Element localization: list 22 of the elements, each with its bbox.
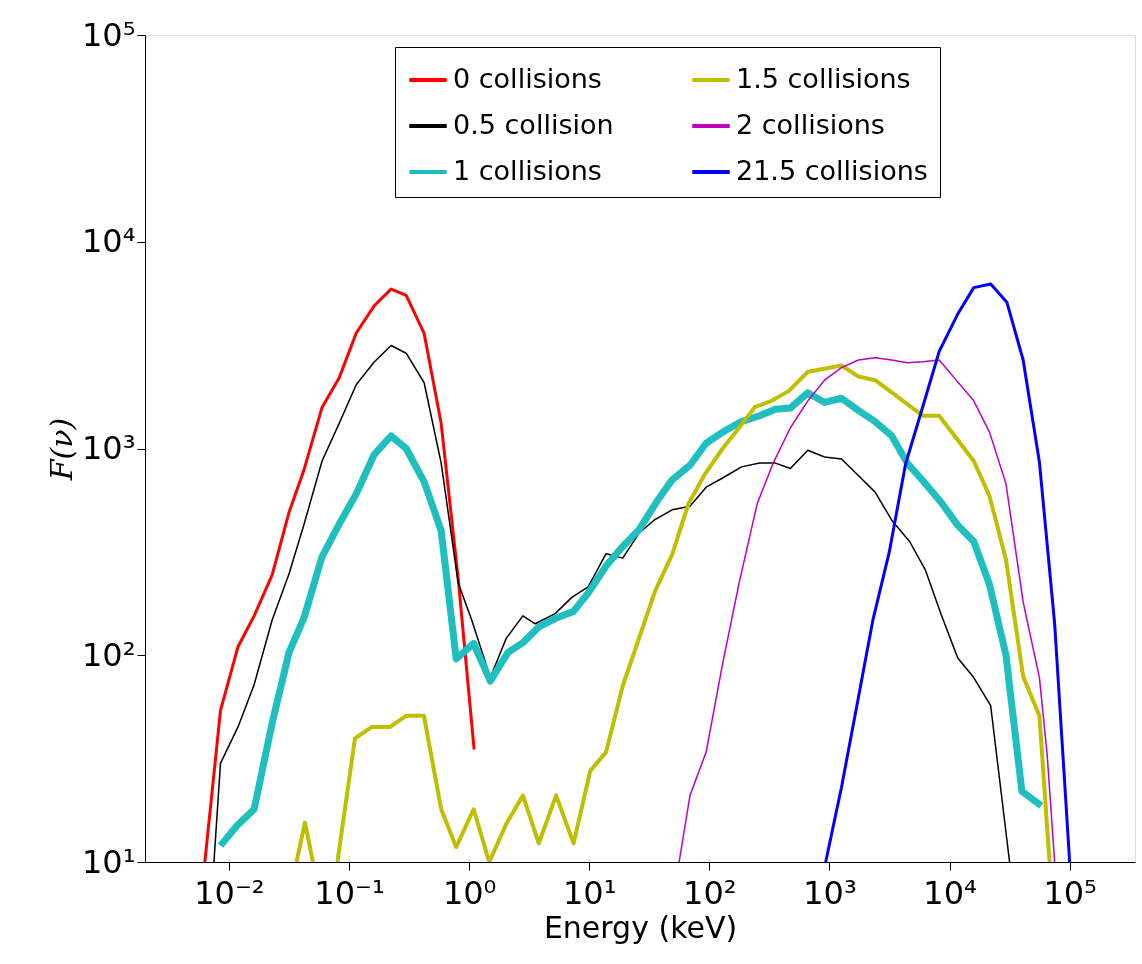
y-tick-label: 10² [81, 635, 136, 674]
x-tick-label: 10⁰ [442, 873, 497, 912]
line-series [203, 287, 476, 862]
x-tick-label: 10⁻¹ [314, 873, 385, 912]
y-tick-label: 10³ [81, 429, 136, 467]
x-tick-label: 10¹ [562, 873, 617, 912]
x-tick-label: 10⁴ [923, 873, 977, 912]
y-tick-label: 10¹ [81, 842, 136, 881]
legend-label: 1.5 collisions [736, 63, 911, 94]
legend-label: 1 collisions [453, 155, 602, 186]
legend-label: 0.5 collision [453, 109, 614, 140]
x-tick-label: 10⁻² [194, 873, 265, 912]
x-tick-label: 10³ [803, 873, 857, 912]
legend-label: 0 collisions [453, 63, 602, 94]
legend-label: 21.5 collisions [736, 155, 928, 186]
y-tick-label: 10⁵ [81, 15, 136, 54]
legend-label: 2 collisions [736, 109, 885, 140]
x-tick-label: 10² [683, 873, 737, 912]
x-axis-title: Energy (keV) [543, 909, 738, 945]
y-axis-title: F(ν) [43, 417, 79, 482]
x-tick-label: 10⁵ [1043, 873, 1097, 912]
y-tick-label: 10⁴ [81, 222, 136, 261]
